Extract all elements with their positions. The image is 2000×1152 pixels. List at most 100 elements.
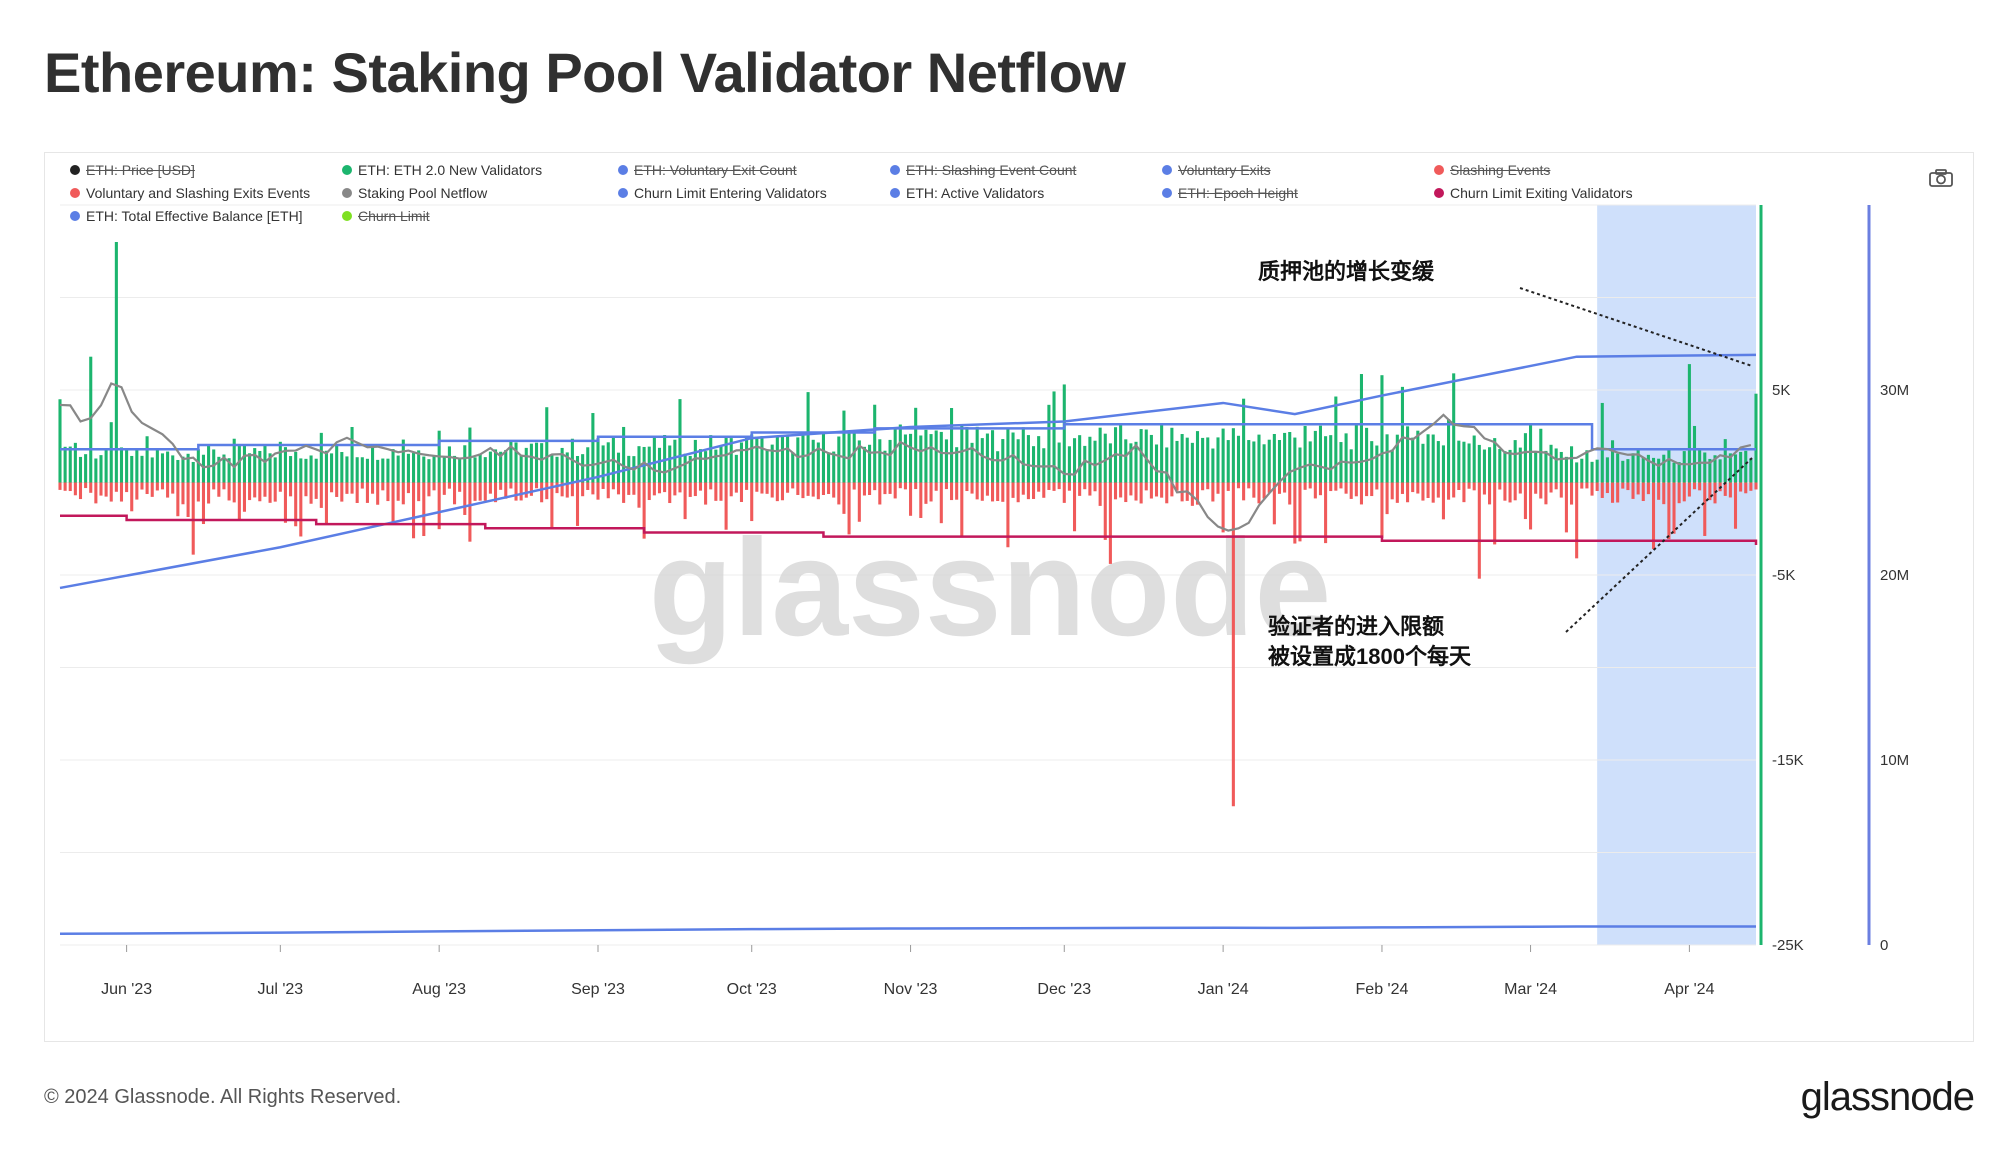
new-validators-bar: [145, 436, 149, 483]
new-validators-bar: [1206, 437, 1210, 483]
exits-bar: [150, 482, 154, 497]
exits-bar: [1744, 482, 1748, 494]
exits-bar: [637, 482, 641, 508]
new-validators-bar: [1400, 386, 1404, 483]
new-validators-bar: [729, 438, 733, 483]
legend-item[interactable]: Churn Limit Entering Validators: [618, 185, 827, 201]
new-validators-bar: [1026, 435, 1030, 483]
legend-item[interactable]: ETH: ETH 2.0 New Validators: [342, 162, 542, 178]
new-validators-bar: [150, 457, 154, 483]
new-validators-bar: [1682, 451, 1686, 483]
new-validators-bar: [1303, 425, 1307, 483]
new-validators-bar: [1733, 454, 1738, 483]
legend-item[interactable]: Churn Limit Exiting Validators: [1434, 185, 1633, 201]
exits-bar: [488, 482, 492, 494]
exits-bar: [483, 482, 487, 501]
new-validators-bar: [888, 439, 892, 483]
legend-item[interactable]: Voluntary and Slashing Exits Events: [70, 185, 310, 201]
exits-bar: [642, 482, 646, 539]
new-validators-bar: [534, 442, 539, 483]
new-validators-bar: [827, 453, 831, 483]
exits-bar: [1436, 482, 1440, 498]
new-validators-bar: [1708, 458, 1712, 483]
new-validators-bar: [1129, 443, 1133, 483]
exits-bar: [1488, 482, 1492, 505]
new-validators-bar: [1211, 448, 1215, 483]
exits-bar: [1262, 482, 1266, 499]
new-validators-bar: [903, 434, 907, 483]
exits-bar: [811, 482, 815, 497]
new-validators-bar: [324, 450, 328, 483]
exits-bar: [939, 482, 943, 524]
legend-item[interactable]: Staking Pool Netflow: [342, 185, 487, 201]
new-validators-bar: [760, 436, 764, 483]
exits-bar: [955, 482, 959, 500]
new-validators-bar: [63, 446, 67, 483]
new-validators-bar: [991, 430, 995, 483]
exits-bar: [1441, 482, 1445, 520]
exits-bar: [350, 482, 354, 494]
new-validators-bar: [504, 449, 508, 483]
new-validators-bar: [673, 439, 677, 483]
exits-bar: [1078, 482, 1082, 496]
exits-bar: [1201, 482, 1205, 491]
exits-bar: [739, 482, 744, 502]
new-validators-bar: [1416, 430, 1420, 483]
new-validators-bar: [1334, 396, 1338, 483]
exits-bar: [1503, 482, 1507, 501]
x-tick-label: Dec '23: [1037, 981, 1091, 998]
new-validators-bar: [1072, 438, 1077, 483]
camera-icon[interactable]: [1928, 168, 1954, 188]
exits-bar: [155, 482, 159, 491]
new-validators-bar: [1124, 439, 1128, 483]
legend-label: ETH: ETH 2.0 New Validators: [358, 162, 543, 178]
new-validators-bar: [253, 448, 257, 483]
new-validators-bar: [289, 456, 293, 483]
legend-item[interactable]: ETH: Price [USD]: [70, 162, 195, 178]
exits-bar: [985, 482, 989, 496]
legend-item[interactable]: ETH: Voluntary Exit Count: [618, 162, 797, 178]
new-validators-bar: [1098, 427, 1102, 483]
exits-bar: [1242, 482, 1246, 501]
exits-bar: [719, 482, 723, 501]
legend-item[interactable]: Churn Limit: [342, 208, 430, 224]
x-tick-label: Nov '23: [884, 981, 938, 998]
new-validators-bar: [801, 434, 805, 483]
new-validators-bar: [622, 426, 626, 483]
legend-item[interactable]: ETH: Active Validators: [890, 185, 1044, 201]
legend-dot-icon: [890, 188, 900, 198]
legend-item[interactable]: Voluntary Exits: [1162, 162, 1271, 178]
new-validators-bar: [309, 455, 313, 483]
exits-bar: [1554, 482, 1558, 490]
exits-bar: [1175, 482, 1179, 491]
legend-item[interactable]: ETH: Total Effective Balance [ETH]: [70, 208, 303, 224]
exits-bar: [903, 482, 907, 490]
new-validators-bar: [140, 455, 144, 483]
exits-bar: [652, 482, 656, 496]
new-validators-bar: [1559, 451, 1563, 483]
new-validators-bar: [468, 427, 472, 483]
new-validators-bar: [1078, 435, 1082, 483]
new-validators-bar: [1580, 458, 1584, 483]
legend-dot-icon: [342, 188, 352, 198]
new-validators-bar: [304, 458, 308, 483]
new-validators-bar: [232, 438, 236, 483]
new-validators-bar: [796, 437, 800, 483]
exits-bar: [1651, 482, 1656, 550]
exits-bar: [914, 482, 918, 490]
exits-bar: [596, 482, 600, 500]
legend-item[interactable]: ETH: Epoch Height: [1162, 185, 1298, 201]
exits-bar: [970, 482, 974, 494]
legend-item[interactable]: ETH: Slashing Event Count: [890, 162, 1076, 178]
legend-item[interactable]: Slashing Events: [1434, 162, 1550, 178]
new-validators-bar: [1508, 449, 1512, 483]
exits-bar: [1411, 482, 1415, 493]
new-validators-bar: [1344, 433, 1348, 483]
glassnode-logo[interactable]: glassnode: [1800, 1075, 1975, 1119]
exits-bar: [417, 482, 421, 502]
new-validators-bar: [1236, 435, 1241, 483]
legend-dot-icon: [342, 165, 352, 175]
new-validators-bar: [745, 436, 749, 483]
new-validators-bar: [463, 445, 467, 483]
new-validators-bar: [222, 454, 226, 483]
